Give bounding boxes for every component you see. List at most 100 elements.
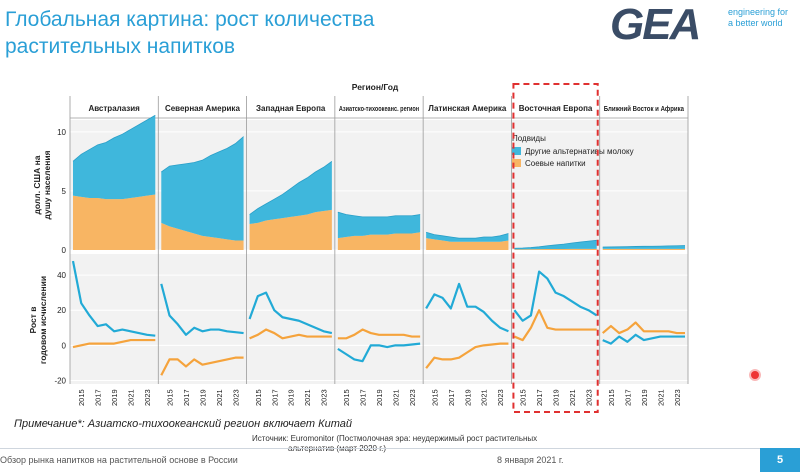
footer-date: 8 января 2021 г. — [497, 455, 564, 465]
top-ytick-label: 0 — [62, 246, 67, 255]
other-area-edge-6 — [602, 245, 686, 248]
bottom-panel-ylabel-line-2: годовом исчислении — [38, 276, 48, 364]
source-line-1: Источник: Euromonitor (Постмолочная эра:… — [252, 434, 538, 443]
other-area-2 — [249, 161, 332, 224]
year-tick-label: 2021 — [656, 389, 665, 406]
top-panel-ylabel-line-1: долл. США на — [32, 155, 42, 214]
tagline-line-1: engineering for — [728, 7, 789, 17]
other-area-edge-2 — [249, 161, 333, 215]
soy-area-1 — [161, 222, 244, 250]
legend-label-0: Другие альтернативы молоку — [525, 147, 634, 156]
year-tick-label: 2019 — [287, 389, 296, 406]
footer-divider — [0, 448, 760, 449]
soy-area-0 — [73, 194, 156, 250]
year-tick-label: 2019 — [552, 389, 561, 406]
title-line-1: Глобальная картина: рост количества — [5, 8, 375, 31]
year-tick-label: 2017 — [535, 389, 544, 406]
year-tick-label: 2017 — [359, 389, 368, 406]
laser-pointer-dot — [751, 371, 759, 379]
other-area-1 — [161, 136, 244, 241]
year-tick-label: 2015 — [342, 389, 351, 406]
year-tick-label: 2017 — [94, 389, 103, 406]
soy-growth-line-4 — [425, 342, 509, 369]
other-area-edge-4 — [426, 231, 509, 239]
year-tick-label: 2023 — [496, 389, 505, 406]
other-growth-line-6 — [602, 333, 685, 345]
region-label: Австралазия — [88, 104, 140, 113]
soy-growth-line-1 — [160, 356, 244, 376]
soy-area-6 — [602, 248, 685, 250]
header-band — [70, 96, 688, 118]
top-ytick-label: 10 — [57, 128, 66, 137]
other-area-edge-0 — [72, 114, 156, 162]
other-growth-line-0 — [71, 260, 156, 337]
other-area-edge-3 — [337, 211, 421, 218]
top-ytick-label: 5 — [62, 187, 67, 196]
year-tick-label: 2023 — [408, 389, 417, 406]
year-tick-label: 2021 — [215, 389, 224, 406]
other-growth-line-4 — [425, 282, 509, 333]
year-tick-label: 2015 — [77, 389, 86, 406]
soy-growth-line-2 — [249, 328, 332, 340]
other-area-0 — [73, 115, 156, 200]
other-area-4 — [426, 232, 509, 242]
year-tick-label: 2019 — [463, 389, 472, 406]
source-line-2: альтернатив (март 2020 г.) — [252, 444, 572, 454]
region-label: Северная Америка — [165, 104, 241, 113]
other-growth-line-1 — [160, 283, 244, 336]
region-label: Латинская Америка — [428, 104, 507, 113]
year-tick-label: 2017 — [623, 389, 632, 406]
year-tick-label: 2021 — [391, 389, 400, 406]
region-label: Ближний Восток и Африка — [604, 105, 684, 113]
year-tick-label: 2015 — [430, 389, 439, 406]
year-tick-label: 2019 — [640, 389, 649, 406]
legend-swatch-0 — [512, 147, 521, 155]
soy-area-3 — [337, 232, 421, 250]
year-tick-label: 2017 — [447, 389, 456, 406]
chart-header-label: Регион/Год — [352, 82, 399, 92]
other-growth-line-5 — [513, 270, 598, 322]
year-tick-label: 2015 — [519, 389, 528, 406]
title-line-2: растительных напитков — [5, 35, 236, 58]
gea-logo: GEA — [610, 0, 701, 49]
region-label: Азиатско-тихоокеанс. регион — [339, 106, 419, 113]
year-tick-label: 2021 — [303, 389, 312, 406]
year-tick-label: 2021 — [127, 389, 136, 406]
soy-growth-line-0 — [72, 338, 156, 349]
other-growth-line-3 — [337, 342, 421, 363]
logo-tagline: engineering for a better world — [728, 7, 788, 29]
top-panel-ylabel-line-2: душу населения — [42, 150, 52, 219]
legend-swatch-1 — [512, 159, 521, 167]
year-tick-label: 2023 — [673, 389, 682, 406]
tagline-line-2: a better world — [728, 18, 783, 28]
footnote: Примечание*: Азиатско-тихоокеанский реги… — [14, 418, 352, 430]
year-tick-label: 2021 — [568, 389, 577, 406]
year-tick-label: 2015 — [166, 389, 175, 406]
year-tick-label: 2015 — [254, 389, 263, 406]
year-tick-label: 2023 — [584, 389, 593, 406]
bottom-ytick-label: 40 — [57, 271, 66, 280]
bottom-panel-bg — [70, 254, 688, 384]
year-tick-label: 2021 — [480, 389, 489, 406]
bottom-ytick-label: 20 — [57, 306, 66, 315]
legend-label-1: Соевые напитки — [525, 159, 586, 168]
other-area-edge-1 — [161, 136, 244, 173]
year-tick-label: 2023 — [143, 389, 152, 406]
year-tick-label: 2017 — [270, 389, 279, 406]
year-tick-label: 2023 — [320, 389, 329, 406]
year-tick-label: 2023 — [231, 389, 240, 406]
soy-growth-line-6 — [601, 321, 685, 335]
year-tick-label: 2017 — [182, 389, 191, 406]
bottom-ytick-label: 0 — [62, 341, 67, 350]
year-tick-label: 2019 — [110, 389, 119, 406]
source-citation: Источник: Euromonitor (Постмолочная эра:… — [252, 434, 572, 454]
region-label: Западная Европа — [256, 104, 326, 113]
highlight-box — [512, 83, 599, 413]
soy-area-5 — [514, 248, 597, 250]
legend-title: Подвиды — [512, 134, 546, 143]
small-multiples-chart: Регион/Год 0 5 10 -20 0 20 40 Австралазия Северн… — [28, 82, 689, 413]
year-tick-label: 2019 — [375, 389, 384, 406]
year-tick-label: 2019 — [198, 389, 207, 406]
year-tick-label: 2015 — [607, 389, 616, 406]
